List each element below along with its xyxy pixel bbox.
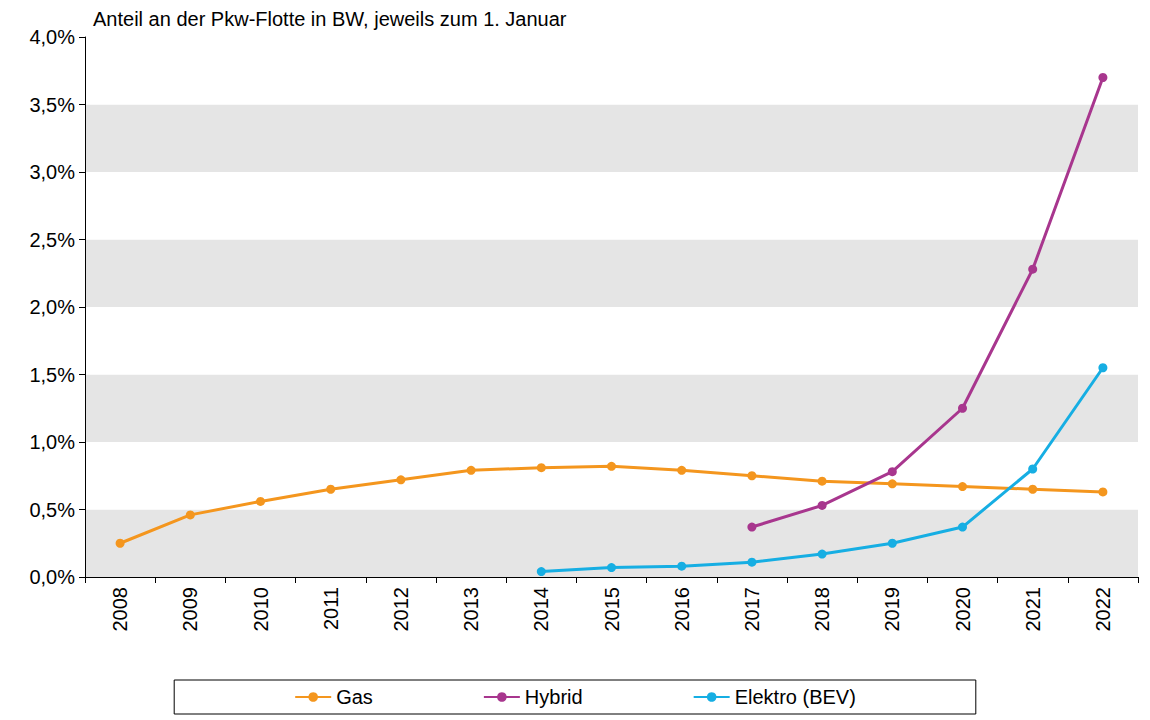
svg-text:2022: 2022 xyxy=(1092,587,1114,632)
svg-text:0,0%: 0,0% xyxy=(29,566,75,588)
svg-text:2008: 2008 xyxy=(109,587,131,632)
svg-text:2014: 2014 xyxy=(530,587,552,632)
svg-text:2011: 2011 xyxy=(320,587,342,630)
svg-text:2015: 2015 xyxy=(601,587,623,632)
svg-text:1,0%: 1,0% xyxy=(29,431,75,453)
svg-text:Anteil an der Pkw-Flotte in BW: Anteil an der Pkw-Flotte in BW, jeweils … xyxy=(93,8,567,30)
svg-text:0,5%: 0,5% xyxy=(29,499,75,521)
svg-text:2013: 2013 xyxy=(460,587,482,632)
svg-text:2012: 2012 xyxy=(390,587,412,632)
svg-text:4,0%: 4,0% xyxy=(29,26,75,48)
svg-text:1,5%: 1,5% xyxy=(29,364,75,386)
svg-text:Hybrid: Hybrid xyxy=(525,686,583,708)
svg-text:2017: 2017 xyxy=(741,587,763,632)
svg-text:2009: 2009 xyxy=(179,587,201,632)
svg-text:2021: 2021 xyxy=(1022,587,1044,632)
svg-text:2016: 2016 xyxy=(671,587,693,632)
svg-text:2019: 2019 xyxy=(881,587,903,632)
svg-text:3,0%: 3,0% xyxy=(29,161,75,183)
svg-text:Elektro (BEV): Elektro (BEV) xyxy=(735,686,856,708)
svg-text:Gas: Gas xyxy=(336,686,373,708)
svg-text:2010: 2010 xyxy=(250,587,272,632)
svg-text:3,5%: 3,5% xyxy=(29,94,75,116)
svg-text:2,5%: 2,5% xyxy=(29,229,75,251)
svg-text:2020: 2020 xyxy=(952,587,974,632)
svg-text:2018: 2018 xyxy=(811,587,833,632)
svg-text:2,0%: 2,0% xyxy=(29,296,75,318)
